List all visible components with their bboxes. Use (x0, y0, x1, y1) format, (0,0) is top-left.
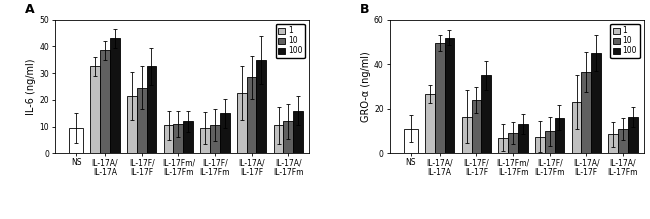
Bar (183, 121, 193, 153)
Bar (554, 118, 564, 153)
Bar (220, 113, 229, 153)
Bar (582, 72, 591, 153)
Bar (247, 77, 257, 153)
Bar (518, 124, 528, 153)
Bar (499, 138, 508, 153)
Y-axis label: GRO-α (ng/ml): GRO-α (ng/ml) (361, 51, 371, 122)
Bar (210, 125, 220, 153)
Bar (618, 129, 628, 153)
Bar (90, 67, 100, 153)
Bar (445, 37, 454, 153)
Bar (237, 93, 247, 153)
Bar (110, 38, 120, 153)
Y-axis label: IL-6 (ng/ml): IL-6 (ng/ml) (27, 58, 36, 115)
Bar (174, 124, 183, 153)
Text: B: B (359, 3, 369, 16)
Bar (137, 88, 146, 153)
Bar (462, 117, 471, 153)
Bar (425, 94, 435, 153)
Bar (257, 60, 266, 153)
Bar (628, 117, 638, 153)
Bar (200, 128, 210, 153)
Bar (127, 96, 137, 153)
Bar (608, 134, 618, 153)
Legend: 1, 10, 100: 1, 10, 100 (610, 23, 640, 58)
Bar (146, 67, 156, 153)
Bar (293, 111, 303, 153)
Bar (508, 133, 518, 153)
Bar (471, 100, 481, 153)
Legend: 1, 10, 100: 1, 10, 100 (276, 23, 305, 58)
Bar (591, 53, 601, 153)
Bar (164, 125, 174, 153)
Bar (435, 43, 445, 153)
Bar (572, 102, 582, 153)
Bar (100, 50, 110, 153)
Bar (481, 75, 491, 153)
Bar (535, 137, 545, 153)
Bar (283, 121, 293, 153)
Bar (404, 129, 418, 153)
Bar (70, 128, 83, 153)
Bar (545, 131, 554, 153)
Bar (274, 125, 283, 153)
Text: A: A (25, 3, 34, 16)
